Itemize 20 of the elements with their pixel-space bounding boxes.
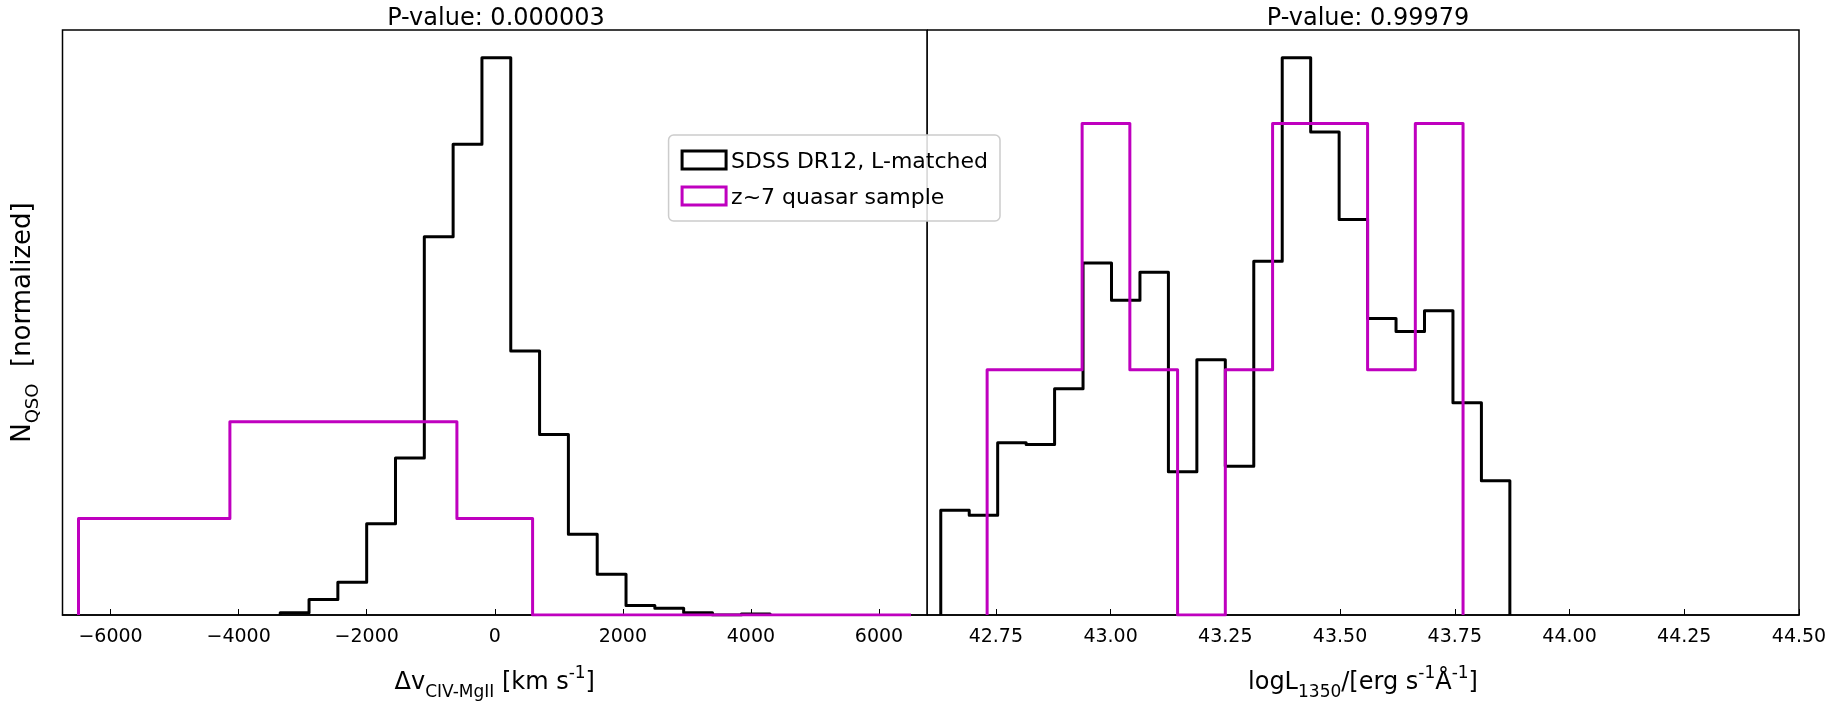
chart-title: P-value: 0.000003 xyxy=(387,3,605,31)
x-tick-label: 43.50 xyxy=(1312,623,1368,646)
x-tick-label: 2000 xyxy=(598,623,647,646)
x-tick-label: 6000 xyxy=(854,623,904,646)
x-tick-label: 0 xyxy=(488,623,501,646)
x-tick-label: 43.75 xyxy=(1427,623,1482,646)
x-tick-label: −2000 xyxy=(334,623,399,646)
x-tick-label: 44.50 xyxy=(1771,623,1827,646)
y-axis-title: NQSO [normalized] xyxy=(6,202,42,443)
x-tick-label: −6000 xyxy=(78,623,143,646)
x-tick-label: 44.00 xyxy=(1542,623,1597,646)
x-tick-label: −4000 xyxy=(206,623,271,646)
x-tick-label: 4000 xyxy=(726,623,776,646)
legend-label: z~7 quasar sample xyxy=(731,183,945,209)
x-tick-label: 44.25 xyxy=(1657,623,1712,646)
x-tick-label: 43.00 xyxy=(1083,623,1138,646)
chart-title: P-value: 0.99979 xyxy=(1266,3,1470,31)
x-tick-label: 43.25 xyxy=(1198,623,1253,646)
x-tick-label: 42.75 xyxy=(968,623,1024,646)
legend-label: SDSS DR12, L-matched xyxy=(731,147,988,173)
